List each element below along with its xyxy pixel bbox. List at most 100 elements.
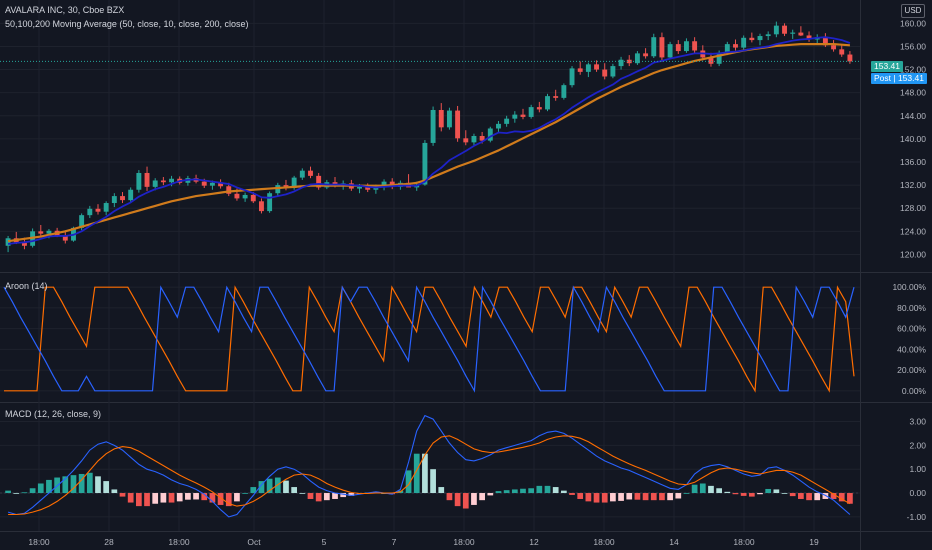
- candle-body: [438, 110, 444, 128]
- ma10-line: [7, 36, 851, 245]
- macd-histogram-bar: [225, 493, 232, 507]
- candle-body: [103, 203, 109, 212]
- price-tick-label: 160.00: [900, 18, 926, 28]
- macd-histogram-bar: [740, 493, 747, 496]
- macd-histogram-bar: [593, 493, 600, 503]
- candle-body: [471, 136, 477, 143]
- macd-histogram-bar: [422, 453, 428, 494]
- currency-badge[interactable]: USD: [901, 4, 925, 18]
- macd-histogram-bar: [266, 478, 273, 494]
- macd-histogram-bar: [683, 493, 690, 494]
- candle-body: [610, 66, 616, 77]
- candle-body: [577, 68, 583, 72]
- macd-histogram-bar: [127, 493, 134, 503]
- macd-histogram-bar: [299, 493, 306, 494]
- post-price-tag: Post | 153.41: [871, 73, 927, 84]
- candle-body: [692, 41, 698, 51]
- ma50-line: [7, 43, 850, 243]
- macd-histogram-bar: [536, 485, 543, 494]
- macd-histogram-bar: [315, 493, 322, 502]
- candle-body: [87, 208, 93, 216]
- candle-body: [684, 41, 689, 52]
- macd-histogram-bar: [789, 493, 796, 497]
- last-price-tag: 153.41: [871, 61, 903, 72]
- candle-body: [62, 235, 68, 241]
- candle-body: [757, 36, 763, 41]
- candle-body: [733, 44, 738, 48]
- macd-histogram-bar: [201, 493, 208, 501]
- candle-body: [782, 25, 787, 34]
- macd-histogram-bar: [283, 480, 289, 494]
- price-tick-label: 152.00: [900, 65, 926, 75]
- macd-tick-label: -1.00: [907, 512, 927, 522]
- candle-body: [242, 194, 248, 199]
- macd-histogram-bar: [95, 476, 101, 494]
- macd-histogram-bar: [699, 483, 706, 494]
- macd-histogram-bar: [168, 493, 175, 503]
- candle-body: [602, 69, 608, 77]
- aroon-legend[interactable]: Aroon (14): [5, 281, 48, 291]
- macd-histogram-bar: [560, 490, 567, 494]
- candle-body: [275, 185, 281, 194]
- candle-body: [79, 215, 85, 228]
- macd-histogram-bar: [585, 493, 592, 502]
- macd-histogram-bar: [209, 493, 216, 503]
- aroon-tick-label: 40.00%: [897, 344, 926, 354]
- macd-histogram-bar: [103, 481, 110, 494]
- post-price: 153.41: [897, 73, 924, 83]
- time-tick-label: 18:00: [593, 537, 615, 547]
- candle-body: [790, 32, 796, 34]
- macd-histogram-bar: [569, 493, 575, 495]
- macd-histogram-bar: [62, 476, 69, 494]
- macd-legend[interactable]: MACD (12, 26, close, 9): [5, 409, 102, 419]
- macd-histogram-bar: [528, 488, 535, 494]
- price-legend-title[interactable]: AVALARA INC, 30, Cboe BZX: [5, 5, 125, 15]
- candle-body: [38, 231, 44, 234]
- macd-histogram-bar: [193, 493, 199, 500]
- macd-histogram-bar: [642, 493, 649, 501]
- candle-body: [749, 37, 755, 41]
- price-tick-label: 124.00: [900, 226, 926, 236]
- time-tick-label: 18:00: [733, 537, 755, 547]
- aroon-tick-label: 0.00%: [902, 386, 927, 396]
- macd-histogram-bar: [78, 473, 85, 494]
- macd-histogram-bar: [5, 490, 11, 494]
- candle-body: [643, 53, 649, 57]
- macd-histogram-bar: [479, 493, 485, 501]
- candle-body: [675, 44, 681, 52]
- candle-body: [128, 189, 134, 201]
- macd-histogram-bar: [675, 493, 682, 499]
- macd-histogram-bar: [601, 493, 608, 503]
- time-tick-label: 14: [669, 537, 679, 547]
- time-tick-label: Oct: [247, 537, 261, 547]
- macd-histogram-bar: [234, 493, 240, 502]
- macd-histogram-bar: [838, 493, 845, 502]
- macd-histogram-bar: [650, 493, 657, 501]
- macd-histogram-bar: [847, 493, 853, 504]
- candle-body: [839, 49, 845, 55]
- candle-body: [585, 64, 591, 72]
- candle-body: [708, 57, 714, 64]
- ma-legend[interactable]: 50,100,200 Moving Average (50, close, 10…: [5, 19, 249, 29]
- macd-histogram-bar: [520, 488, 526, 494]
- macd-histogram-bar: [144, 493, 150, 507]
- candle-body: [479, 136, 485, 141]
- macd-histogram-bar: [830, 493, 837, 499]
- aroon-down-line: [3, 285, 855, 393]
- candle-body: [528, 107, 534, 117]
- macd-histogram-bar: [618, 493, 624, 501]
- macd-histogram-bar: [185, 493, 191, 500]
- macd-histogram-bar: [814, 493, 821, 501]
- candle-body: [21, 242, 27, 246]
- price-tick-label: 120.00: [900, 249, 926, 259]
- macd-histogram-bar: [659, 493, 665, 501]
- candle-body: [716, 52, 722, 64]
- aroon-tick-label: 60.00%: [897, 324, 926, 334]
- macd-histogram-bar: [765, 488, 772, 494]
- candle-body: [46, 230, 52, 234]
- macd-tick-label: 2.00: [909, 440, 926, 450]
- macd-histogram-bar: [708, 485, 714, 494]
- macd-histogram-bar: [634, 493, 641, 500]
- candle-body: [847, 54, 853, 62]
